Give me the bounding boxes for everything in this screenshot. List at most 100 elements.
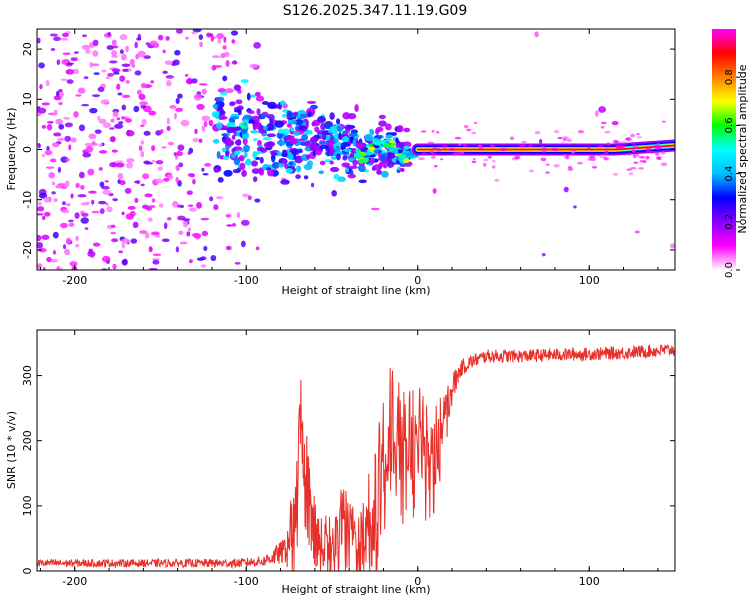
spectrogram-noise-blob — [140, 150, 145, 158]
spectrogram-transition-blob — [296, 165, 302, 173]
spectrogram-transition-blob — [270, 152, 278, 156]
spectrogram-x-tick-label: 0 — [414, 274, 421, 287]
spectrogram-transition-blob — [261, 112, 266, 119]
spectrogram-noise-blob — [247, 195, 252, 201]
spectrogram-noise-blob — [209, 196, 214, 202]
spectrogram-noise-blob — [175, 176, 179, 184]
spectrogram-faint-blob — [472, 157, 476, 161]
spectrogram-transition-blob — [329, 125, 338, 133]
spectrogram-noise-blob — [63, 244, 67, 250]
spectrogram-transition-blob — [306, 100, 317, 104]
spectrogram-noise-blob — [38, 62, 45, 69]
spectrogram-noise-blob — [166, 216, 172, 221]
spectrogram-faint-blob — [600, 121, 607, 125]
spectrogram-noise-blob — [50, 47, 56, 51]
spectrogram-noise-blob — [187, 173, 195, 177]
spectrogram-y-tick-label: -20 — [21, 241, 34, 259]
spectrogram-faint-blob — [566, 138, 572, 143]
spectrogram-faint-blob — [567, 167, 574, 171]
spectrogram-noise-blob — [51, 142, 60, 148]
spectrogram-noise-blob — [83, 76, 89, 80]
spectrogram-transition-blob — [280, 179, 290, 185]
spectrogram-noise-blob — [98, 200, 107, 205]
spectrogram-noise-blob — [77, 194, 87, 198]
spectrogram-noise-blob — [193, 94, 202, 101]
spectrogram-transition-blob — [250, 130, 260, 134]
spectrogram-faint-blob — [612, 139, 619, 144]
spectrogram-transition-blob — [403, 127, 411, 133]
spectrogram-noise-blob — [137, 50, 146, 58]
spectrogram-noise-blob — [81, 212, 89, 217]
spectrogram-transition-blob — [243, 122, 248, 126]
colorbar-tick-label: 0.0 — [724, 262, 735, 278]
snr-frame — [36, 329, 676, 572]
snr-plot-area — [37, 330, 675, 571]
spectrogram-noise-blob — [101, 255, 111, 263]
spectrogram-faint-blob — [431, 152, 437, 157]
spectrogram-faint-blob — [604, 157, 610, 160]
spectrogram-noise-blob — [201, 230, 209, 237]
spectrogram-noise-blob — [163, 222, 168, 230]
spectrogram-transition-blob — [246, 92, 251, 101]
spectrogram-band-peak — [549, 148, 560, 151]
spectrogram-faint-blob — [604, 150, 609, 155]
spectrogram-faint-blob — [648, 150, 656, 154]
spectrogram-noise-blob — [165, 79, 172, 87]
spectrogram-faint-blob — [542, 147, 547, 151]
spectrogram-noise-blob — [240, 240, 246, 248]
snr-y-tick-label: 100 — [21, 495, 34, 516]
spectrogram-noise-blob — [225, 214, 232, 218]
spectrogram-noise-blob — [144, 193, 153, 198]
spectrogram-noise-blob — [139, 230, 148, 235]
spectrogram-noise-blob — [186, 231, 191, 237]
spectrogram-noise-blob — [140, 82, 147, 89]
spectrogram-faint-blob — [562, 136, 569, 140]
spectrogram-noise-blob — [217, 88, 226, 93]
spectrogram-faint-blob — [528, 144, 533, 148]
colorbar-tick-label: 0.2 — [724, 214, 735, 230]
spectrogram-faint-blob — [509, 136, 515, 141]
spectrogram-faint-blob — [645, 155, 650, 160]
spectrogram-noise-blob — [186, 190, 193, 196]
spectrogram-x-tick-label: -100 — [234, 274, 259, 287]
spectrogram-noise-blob — [74, 212, 80, 219]
spectrogram-faint-blob — [442, 144, 447, 149]
spectrogram-faint-blob — [625, 137, 629, 141]
spectrogram-noise-blob — [191, 31, 197, 35]
spectrogram-noise-blob — [88, 190, 97, 194]
spectrogram-noise-blob — [110, 224, 116, 228]
spectrogram-noise-blob — [191, 78, 198, 84]
spectrogram-noise-blob — [126, 158, 135, 163]
spectrogram-noise-blob — [82, 34, 87, 38]
spectrogram-noise-blob — [573, 205, 577, 209]
spectrogram-faint-blob — [628, 172, 634, 176]
spectrogram-noise-blob — [206, 32, 212, 38]
spectrogram-faint-blob — [603, 148, 610, 151]
spectrogram-transition-blob — [247, 119, 255, 124]
spectrogram-noise-blob — [223, 36, 227, 43]
spectrogram-faint-blob — [604, 130, 611, 134]
spectrogram-transition-blob — [217, 176, 224, 183]
spectrogram-transition-blob — [222, 75, 228, 82]
spectrogram-noise-blob — [166, 117, 171, 125]
spectrogram-transition-blob — [342, 148, 352, 152]
spectrogram-noise-blob — [92, 39, 99, 47]
spectrogram-noise-blob — [539, 138, 543, 144]
spectrogram-noise-blob — [112, 71, 120, 75]
spectrogram-x-ticks: -200 -100 0 100 — [39, 29, 659, 287]
spectrogram-transition-blob — [319, 144, 329, 150]
spectrogram-noise-blob — [195, 202, 203, 209]
spectrogram-faint-blob — [483, 162, 487, 167]
spectrogram-faint-blob — [494, 178, 500, 182]
spectrogram-transition-blob — [265, 141, 276, 148]
spectrogram-noise-blob — [41, 102, 50, 106]
spectrogram-faint-blob — [429, 150, 434, 154]
spectrogram-noise-blob — [541, 252, 546, 257]
spectrogram-noise-blob — [121, 63, 131, 68]
spectrogram-transition-blob — [333, 132, 340, 140]
spectrogram-noise-blob — [37, 107, 47, 114]
spectrogram-noise-blob — [130, 238, 138, 244]
spectrogram-noise-blob — [182, 221, 189, 225]
spectrogram-transition-blob — [297, 125, 306, 130]
spectrogram-noise-blob — [68, 222, 75, 227]
